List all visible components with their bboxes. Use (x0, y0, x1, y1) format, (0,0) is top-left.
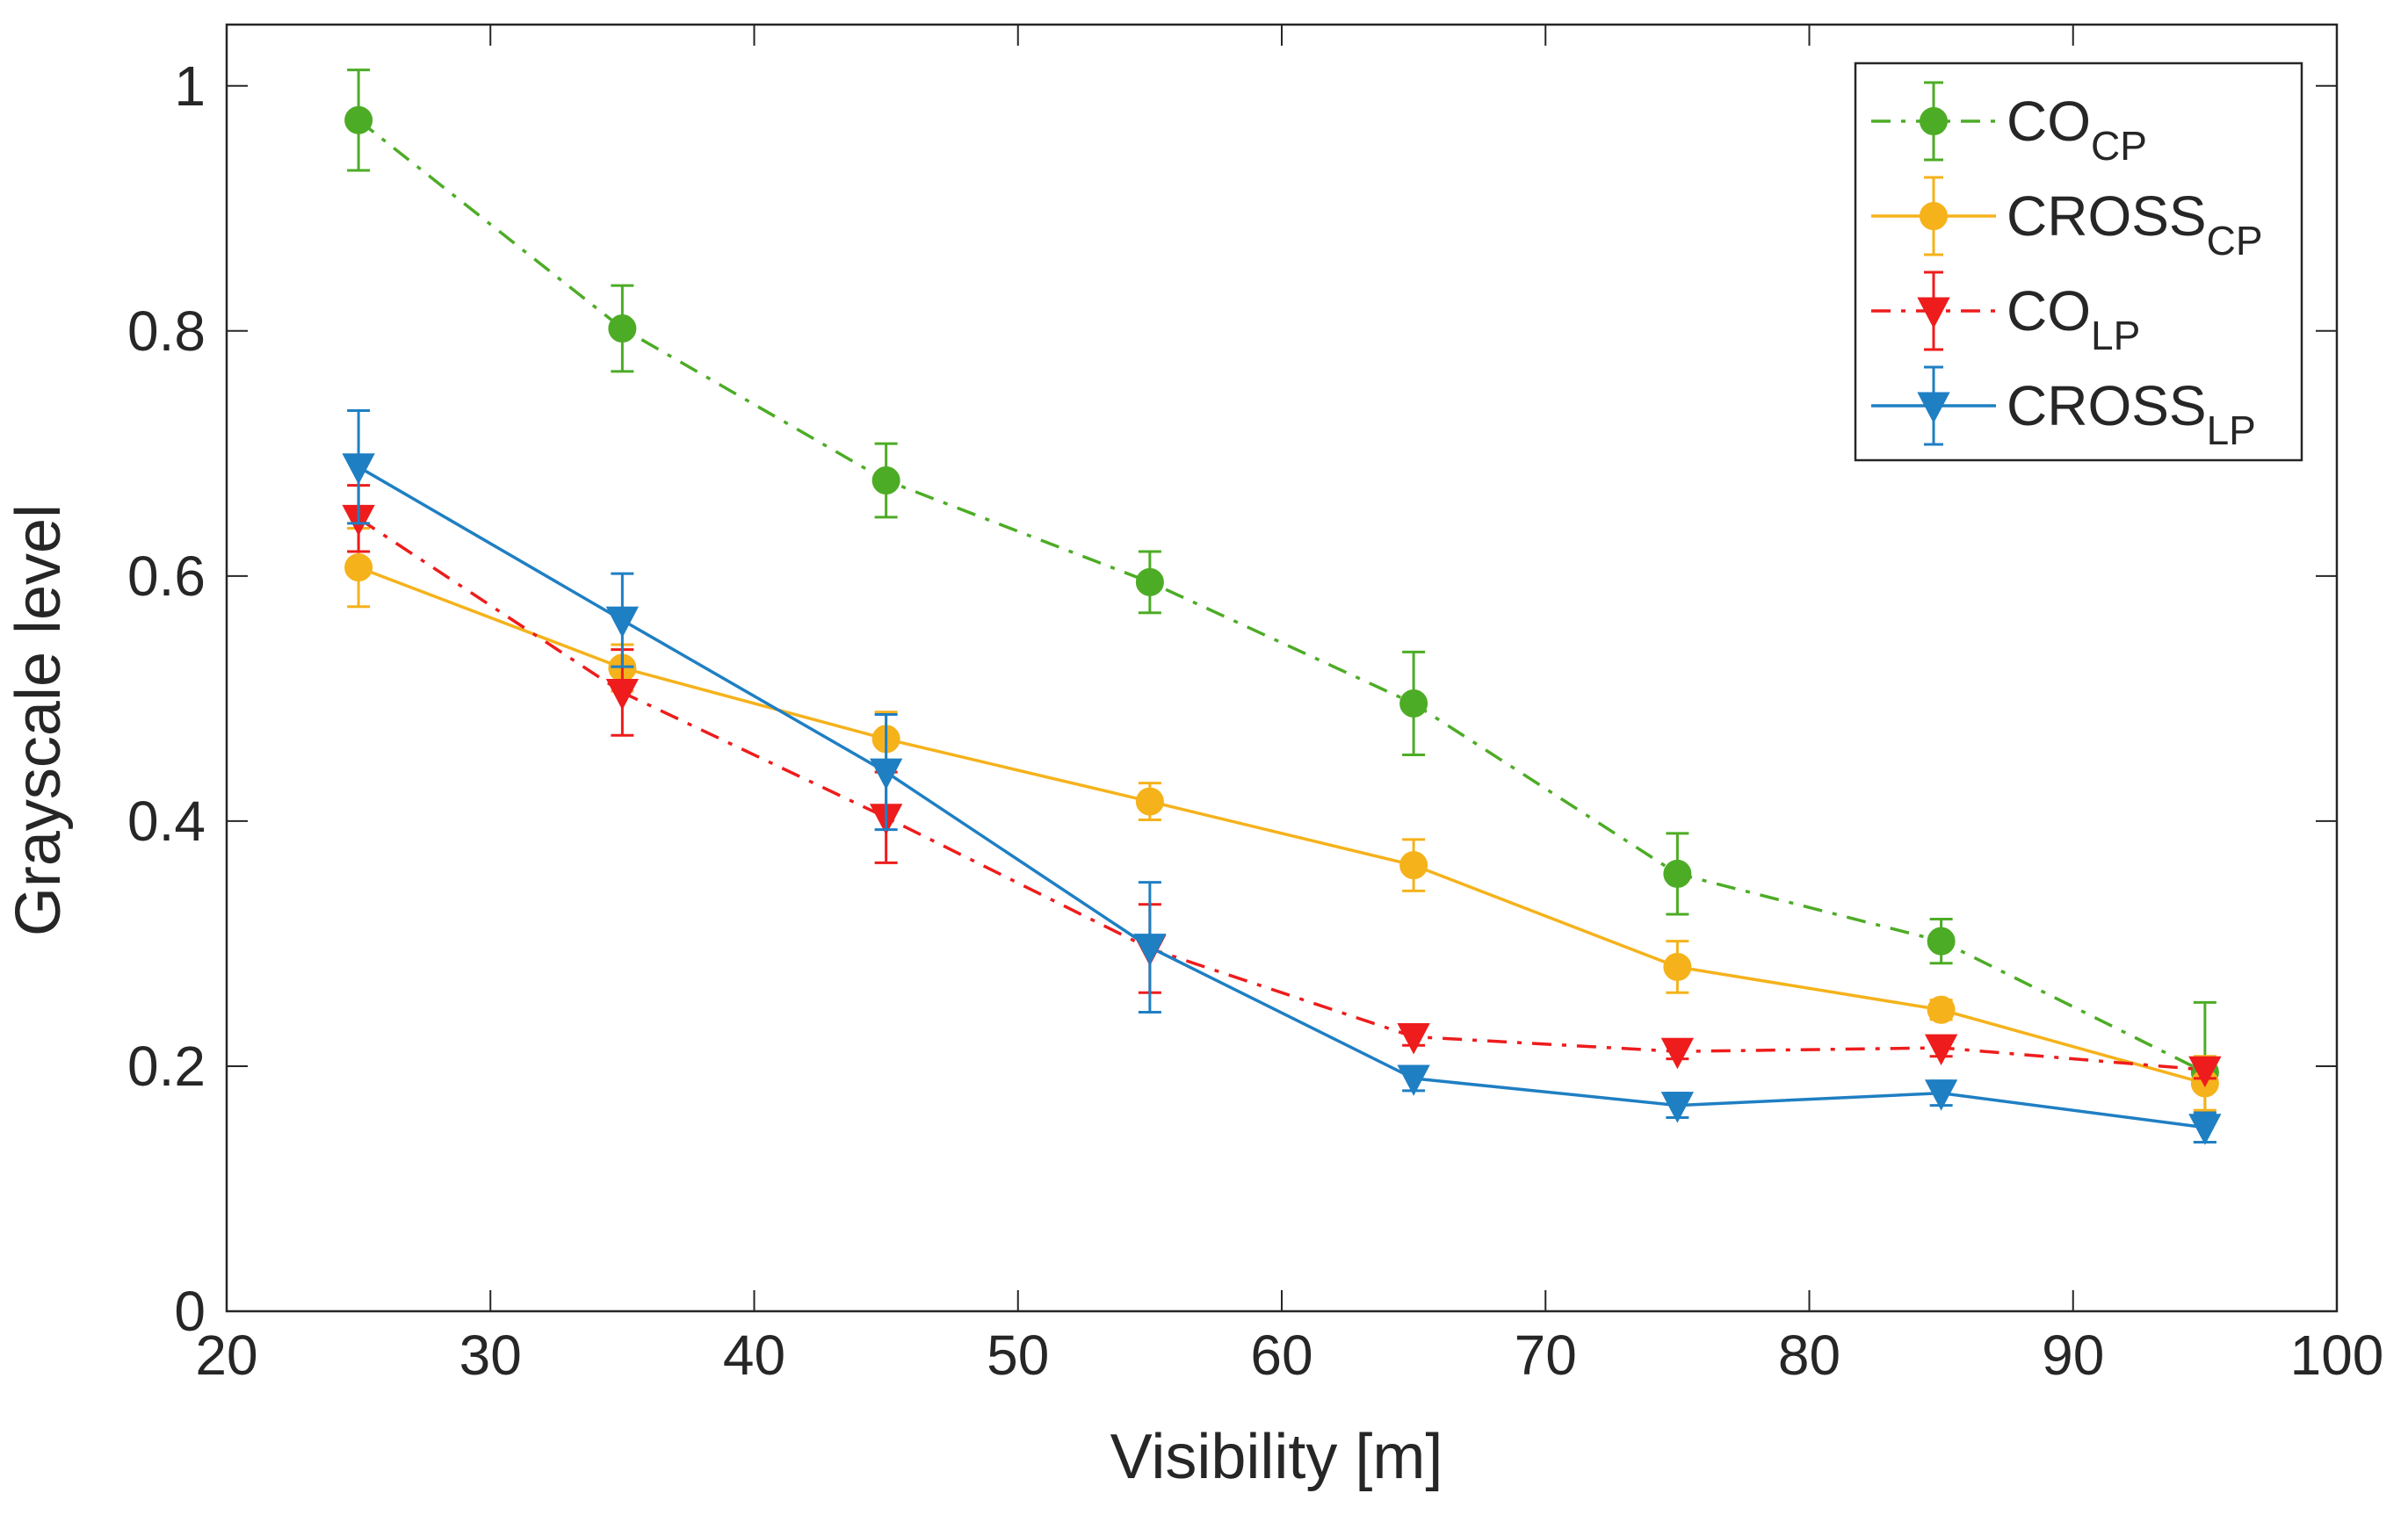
y-axis-label: Grayscale level (4, 504, 74, 936)
x-tick-label: 20 (195, 1324, 257, 1387)
legend-item: COCP (1871, 81, 2147, 169)
x-tick-label: 40 (723, 1324, 785, 1387)
legend-marker (1917, 392, 1950, 423)
series-layer (342, 69, 2222, 1145)
x-tick-label: 70 (1515, 1324, 1577, 1387)
axes-box (225, 23, 2339, 1313)
x-tick-label: 30 (459, 1324, 522, 1387)
legend-label-subscript: CP (2207, 218, 2263, 263)
data-point (1397, 1064, 1430, 1096)
data-point (1135, 567, 1164, 596)
data-point (1397, 1023, 1430, 1055)
x-tick-label: 90 (2042, 1324, 2104, 1387)
data-point (2188, 1056, 2222, 1088)
data-point (1399, 689, 1428, 718)
data-point (608, 314, 637, 343)
series-3 (342, 409, 2222, 1145)
legend-item: COLP (1871, 271, 2140, 358)
legend-label-main: CROSS (2007, 374, 2207, 437)
data-point (1924, 1034, 1958, 1066)
axes: 20 30 40 50 60 70 80 90 100 0 0.2 0.4 0.6 0.8 1 (127, 23, 2384, 1387)
y-tick-label: 0.2 (127, 1035, 206, 1098)
x-tick-label: 100 (2290, 1324, 2384, 1387)
data-point (1924, 1079, 1958, 1111)
legend-label-subscript: CP (2091, 123, 2147, 169)
y-tick-label: 0.6 (127, 545, 206, 608)
data-point (1927, 927, 1956, 956)
legend-label: CROSSLP (2007, 374, 2256, 453)
series-line (358, 516, 2206, 1071)
data-point (871, 466, 900, 495)
legend-item: CROSSLP (1871, 365, 2256, 453)
legend-label-main: CO (2007, 279, 2091, 343)
series-line (358, 566, 2206, 1086)
data-point (1660, 1092, 1695, 1123)
data-point (344, 105, 373, 134)
data-point (1399, 851, 1428, 880)
x-tick-label: 80 (1778, 1324, 1840, 1387)
legend-label: COLP (2007, 279, 2140, 358)
legend-label-subscript: LP (2091, 313, 2140, 358)
x-axis-label: Visibility [m] (1110, 1422, 1443, 1492)
legend-item: CROSSCP (1871, 176, 2263, 263)
y-tick-label: 0.8 (127, 299, 206, 363)
series-1 (344, 526, 2219, 1112)
series-line (358, 465, 2206, 1129)
x-tick-label: 50 (987, 1324, 1049, 1387)
data-point (605, 606, 640, 638)
legend-marker (1920, 202, 1948, 230)
legend-label-subscript: LP (2207, 408, 2256, 453)
legend-label: CROSSCP (2007, 184, 2263, 263)
data-point (342, 453, 375, 485)
y-tick-label: 0.4 (127, 790, 206, 853)
data-point (605, 678, 640, 711)
data-point (1135, 787, 1164, 816)
legend-marker (1920, 107, 1948, 135)
data-point (1663, 859, 1692, 888)
legend-label: COCP (2007, 90, 2147, 169)
data-point (1660, 1037, 1695, 1070)
legend-label-main: CO (2007, 90, 2091, 153)
legend-marker (1917, 297, 1950, 328)
data-point (1927, 995, 1956, 1024)
data-point (1663, 952, 1692, 981)
data-point (869, 758, 903, 790)
data-point (344, 553, 373, 582)
x-tick-label: 60 (1250, 1324, 1312, 1387)
data-point (1133, 934, 1167, 965)
series-line (358, 119, 2206, 1074)
legend-label-main: CROSS (2007, 184, 2207, 248)
y-tick-label: 0 (174, 1280, 206, 1343)
data-point (2188, 1114, 2222, 1145)
y-tick-label: 1 (174, 54, 206, 118)
